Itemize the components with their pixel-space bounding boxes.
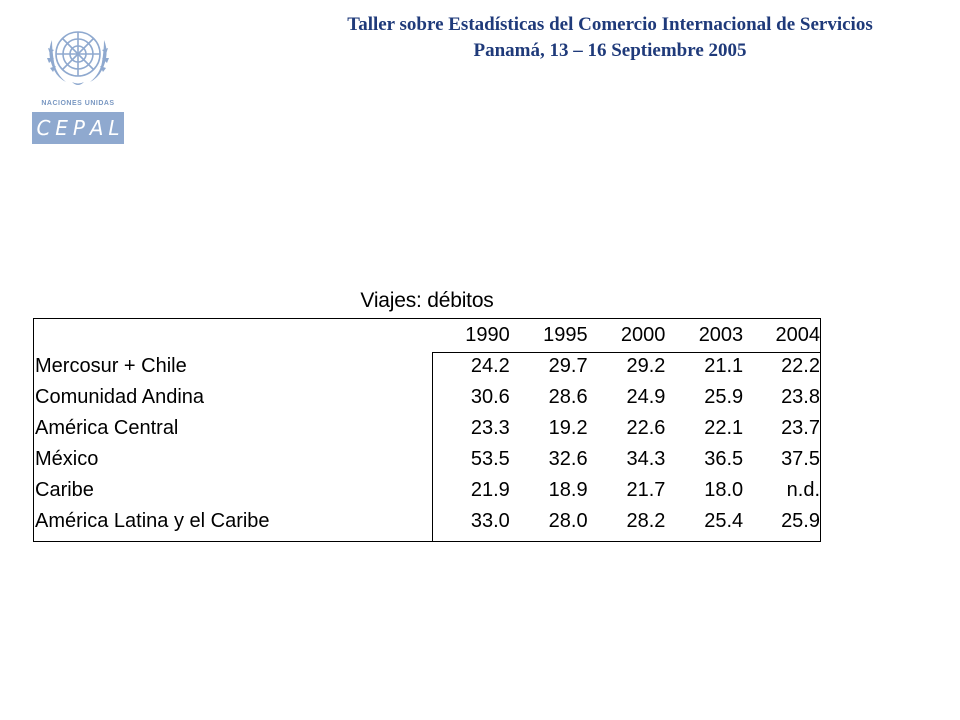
table-cell: 33.0 [470,510,510,532]
table-cell: 21.9 [470,479,510,501]
un-emblem-icon [47,31,109,85]
table-cell: 22.1 [704,417,744,439]
table-cell: 37.5 [781,448,820,470]
row-label: América Central [35,417,179,439]
slide-header: Taller sobre Estadísticas del Comercio I… [260,12,960,64]
wordmark-letter: L [108,116,120,140]
row-label: Mercosur + Chile [35,355,187,377]
wordmark-letter: A [89,116,104,140]
row-label: México [35,448,99,470]
row-label: Caribe [35,479,94,501]
table-cell: 22.2 [781,355,820,377]
org-name: NACIONES UNIDAS [41,100,115,107]
table-cell: 24.2 [470,355,510,377]
data-table: 1990 1995 2000 2003 2004 Mercosur + Chil… [34,319,820,537]
table-row: Caribe 21.9 18.9 21.7 18.0 n.d. [34,475,820,506]
table-cell: 28.6 [548,386,588,408]
event-title: Taller sobre Estadísticas del Comercio I… [347,14,873,35]
table-cell: 21.1 [704,355,744,377]
row-label: Comunidad Andina [35,386,205,408]
data-table-frame: 1990 1995 2000 2003 2004 Mercosur + Chil… [33,318,821,542]
table-cell: 25.9 [704,386,744,408]
table-cell: 29.2 [626,355,666,377]
wordmark-letter: P [72,116,85,140]
event-place-date: Panamá, 13 – 16 Septiembre 2005 [473,40,747,61]
table-cell: 22.6 [626,417,666,439]
table-cell: 25.9 [781,510,820,532]
table-cell: 25.4 [704,510,744,532]
header-empty-cell [34,319,432,351]
table-cell: 32.6 [548,448,588,470]
table-cell: 23.3 [470,417,510,439]
table-cell: 36.5 [704,448,744,470]
cepal-logo: NACIONES UNIDAS C E P A L [30,20,126,146]
table-title: Viajes: débitos [360,289,494,312]
wordmark-letter: E [55,116,68,140]
table-cell: 18.9 [548,479,588,501]
table-row: América Latina y el Caribe 33.0 28.0 28.… [34,506,820,537]
table-cell: 28.0 [548,510,588,532]
table-cell: 28.2 [626,510,666,532]
cepal-wordmark: C E P A L [32,112,124,144]
table-cell: 19.2 [548,417,588,439]
row-label: América Latina y el Caribe [35,510,270,532]
table-cell: n.d. [786,479,820,501]
column-header: 1990 [465,323,510,346]
column-header: 1995 [543,323,588,346]
table-cell: 53.5 [470,448,510,470]
table-row: México 53.5 32.6 34.3 36.5 37.5 [34,444,820,475]
table-cell: 23.8 [781,386,820,408]
table-row: Comunidad Andina 30.6 28.6 24.9 25.9 23.… [34,382,820,413]
table-cell: 29.7 [548,355,588,377]
table-cell: 34.3 [626,448,666,470]
values-frame [432,352,821,542]
column-header: 2003 [698,323,744,346]
table-row: América Central 23.3 19.2 22.6 22.1 23.7 [34,413,820,444]
table-cell: 21.7 [626,479,666,501]
table-cell: 23.7 [781,417,820,439]
wordmark-letter: C [36,116,51,140]
column-header: 2000 [620,323,666,346]
column-header: 2004 [775,323,821,346]
table-cell: 30.6 [470,386,510,408]
table-header-row: 1990 1995 2000 2003 2004 [34,319,820,351]
table-cell: 24.9 [626,386,666,408]
table-cell: 18.0 [704,479,744,501]
table-row: Mercosur + Chile 24.2 29.7 29.2 21.1 22.… [34,351,820,382]
